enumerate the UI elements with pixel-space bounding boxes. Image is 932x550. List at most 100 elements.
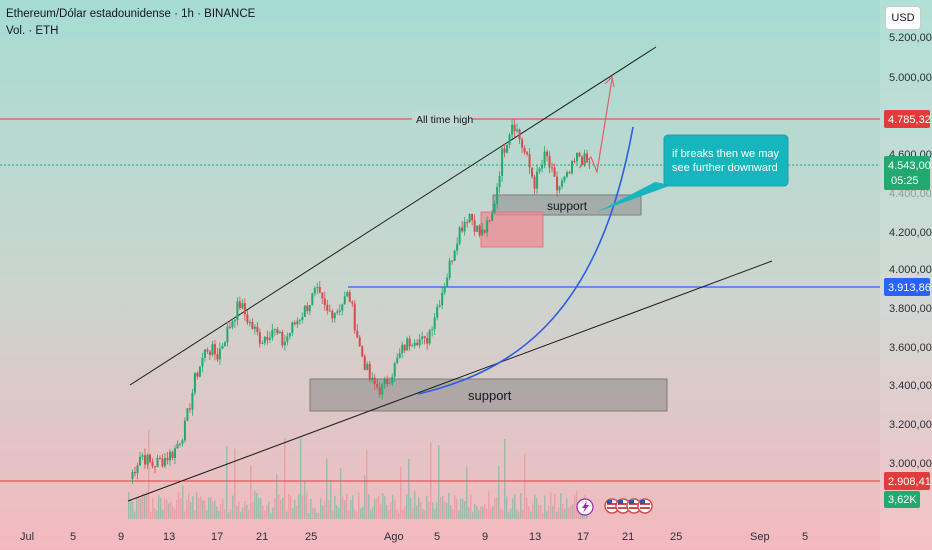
candle-body[interactable] <box>291 322 294 333</box>
candle-body[interactable] <box>236 301 239 321</box>
candle-body[interactable] <box>278 332 281 334</box>
candle-body[interactable] <box>368 363 371 380</box>
candle-body[interactable] <box>203 349 206 358</box>
candle-body[interactable] <box>221 345 224 349</box>
candle-body[interactable] <box>531 167 534 177</box>
candle-body[interactable] <box>293 322 296 325</box>
candle-body[interactable] <box>493 203 496 214</box>
candle-body[interactable] <box>551 167 554 169</box>
ath-label[interactable]: All time high <box>416 114 473 126</box>
candle-body[interactable] <box>461 227 464 232</box>
candle-body[interactable] <box>138 456 141 466</box>
candle-body[interactable] <box>216 354 219 360</box>
candle-body[interactable] <box>326 304 329 311</box>
candle-body[interactable] <box>521 139 524 148</box>
candle-body[interactable] <box>266 336 269 340</box>
candle-body[interactable] <box>373 377 376 384</box>
candle-body[interactable] <box>211 344 214 356</box>
candle-body[interactable] <box>308 305 311 312</box>
candle-body[interactable] <box>476 225 479 232</box>
candle-body[interactable] <box>331 311 334 319</box>
candle-body[interactable] <box>223 342 226 346</box>
candle-body[interactable] <box>438 305 441 307</box>
candle-body[interactable] <box>556 176 559 191</box>
candle-body[interactable] <box>533 176 536 189</box>
parabolic-curve[interactable] <box>417 126 634 395</box>
price-axis[interactable] <box>880 0 932 550</box>
candle-body[interactable] <box>253 326 256 329</box>
candle-body[interactable] <box>321 292 324 299</box>
candle-body[interactable] <box>563 176 566 181</box>
candle-body[interactable] <box>391 376 394 384</box>
candle-body[interactable] <box>186 408 189 421</box>
candle-body[interactable] <box>396 357 399 364</box>
candle-body[interactable] <box>361 346 364 357</box>
candle-body[interactable] <box>271 329 274 338</box>
candle-body[interactable] <box>206 349 209 352</box>
candle-body[interactable] <box>198 366 201 377</box>
candle-body[interactable] <box>258 332 261 344</box>
candle-body[interactable] <box>233 320 236 322</box>
candle-body[interactable] <box>548 156 551 168</box>
candle-body[interactable] <box>538 168 541 172</box>
candle-body[interactable] <box>243 303 246 315</box>
candle-body[interactable] <box>336 311 339 313</box>
candle-body[interactable] <box>256 326 259 333</box>
candle-body[interactable] <box>496 186 499 204</box>
candle-body[interactable] <box>261 343 264 345</box>
candle-body[interactable] <box>318 286 321 293</box>
candle-body[interactable] <box>468 213 471 223</box>
candle-body[interactable] <box>413 342 416 346</box>
candle-body[interactable] <box>523 147 526 153</box>
candle-body[interactable] <box>511 124 514 135</box>
candle-body[interactable] <box>246 314 249 323</box>
candle-body[interactable] <box>323 298 326 305</box>
candle-body[interactable] <box>386 378 389 384</box>
candle-body[interactable] <box>508 134 511 145</box>
candle-body[interactable] <box>231 321 234 328</box>
blue-level-tag[interactable] <box>884 278 930 296</box>
candle-body[interactable] <box>353 303 356 331</box>
upper-support-box[interactable] <box>492 194 642 216</box>
candle-body[interactable] <box>481 229 484 236</box>
candle-body[interactable] <box>426 337 429 344</box>
candle-body[interactable] <box>581 156 584 165</box>
candle-body[interactable] <box>401 344 404 354</box>
candle-body[interactable] <box>421 336 424 340</box>
projection-arrow[interactable] <box>578 78 613 175</box>
candle-body[interactable] <box>311 293 314 306</box>
candle-body[interactable] <box>161 458 164 467</box>
candle-body[interactable] <box>478 225 481 236</box>
candle-body[interactable] <box>333 312 336 319</box>
candle-body[interactable] <box>178 443 181 445</box>
candle-body[interactable] <box>428 330 431 344</box>
candle-body[interactable] <box>526 152 529 155</box>
candle-body[interactable] <box>166 457 169 461</box>
candle-body[interactable] <box>518 129 521 140</box>
candle-body[interactable] <box>483 229 486 233</box>
candle-body[interactable] <box>541 164 544 169</box>
candle-body[interactable] <box>431 329 434 331</box>
candle-body[interactable] <box>228 326 231 328</box>
candle-body[interactable] <box>251 321 254 329</box>
candle-body[interactable] <box>406 338 409 351</box>
candle-body[interactable] <box>443 286 446 293</box>
candle-body[interactable] <box>561 180 564 187</box>
candle-body[interactable] <box>388 383 391 385</box>
candle-body[interactable] <box>183 420 186 441</box>
candle-body[interactable] <box>301 316 304 321</box>
candle-body[interactable] <box>418 339 421 346</box>
candle-body[interactable] <box>528 154 531 168</box>
candle-body[interactable] <box>543 151 546 165</box>
candle-body[interactable] <box>558 186 561 191</box>
candle-body[interactable] <box>286 336 289 342</box>
candle-body[interactable] <box>226 326 229 343</box>
candle-body[interactable] <box>313 288 316 294</box>
candle-body[interactable] <box>188 408 191 410</box>
candle-body[interactable] <box>218 348 221 360</box>
candle-body[interactable] <box>463 222 466 232</box>
candle-body[interactable] <box>501 148 504 176</box>
candle-body[interactable] <box>456 243 459 251</box>
candle-body[interactable] <box>451 260 454 262</box>
candle-body[interactable] <box>191 392 194 410</box>
